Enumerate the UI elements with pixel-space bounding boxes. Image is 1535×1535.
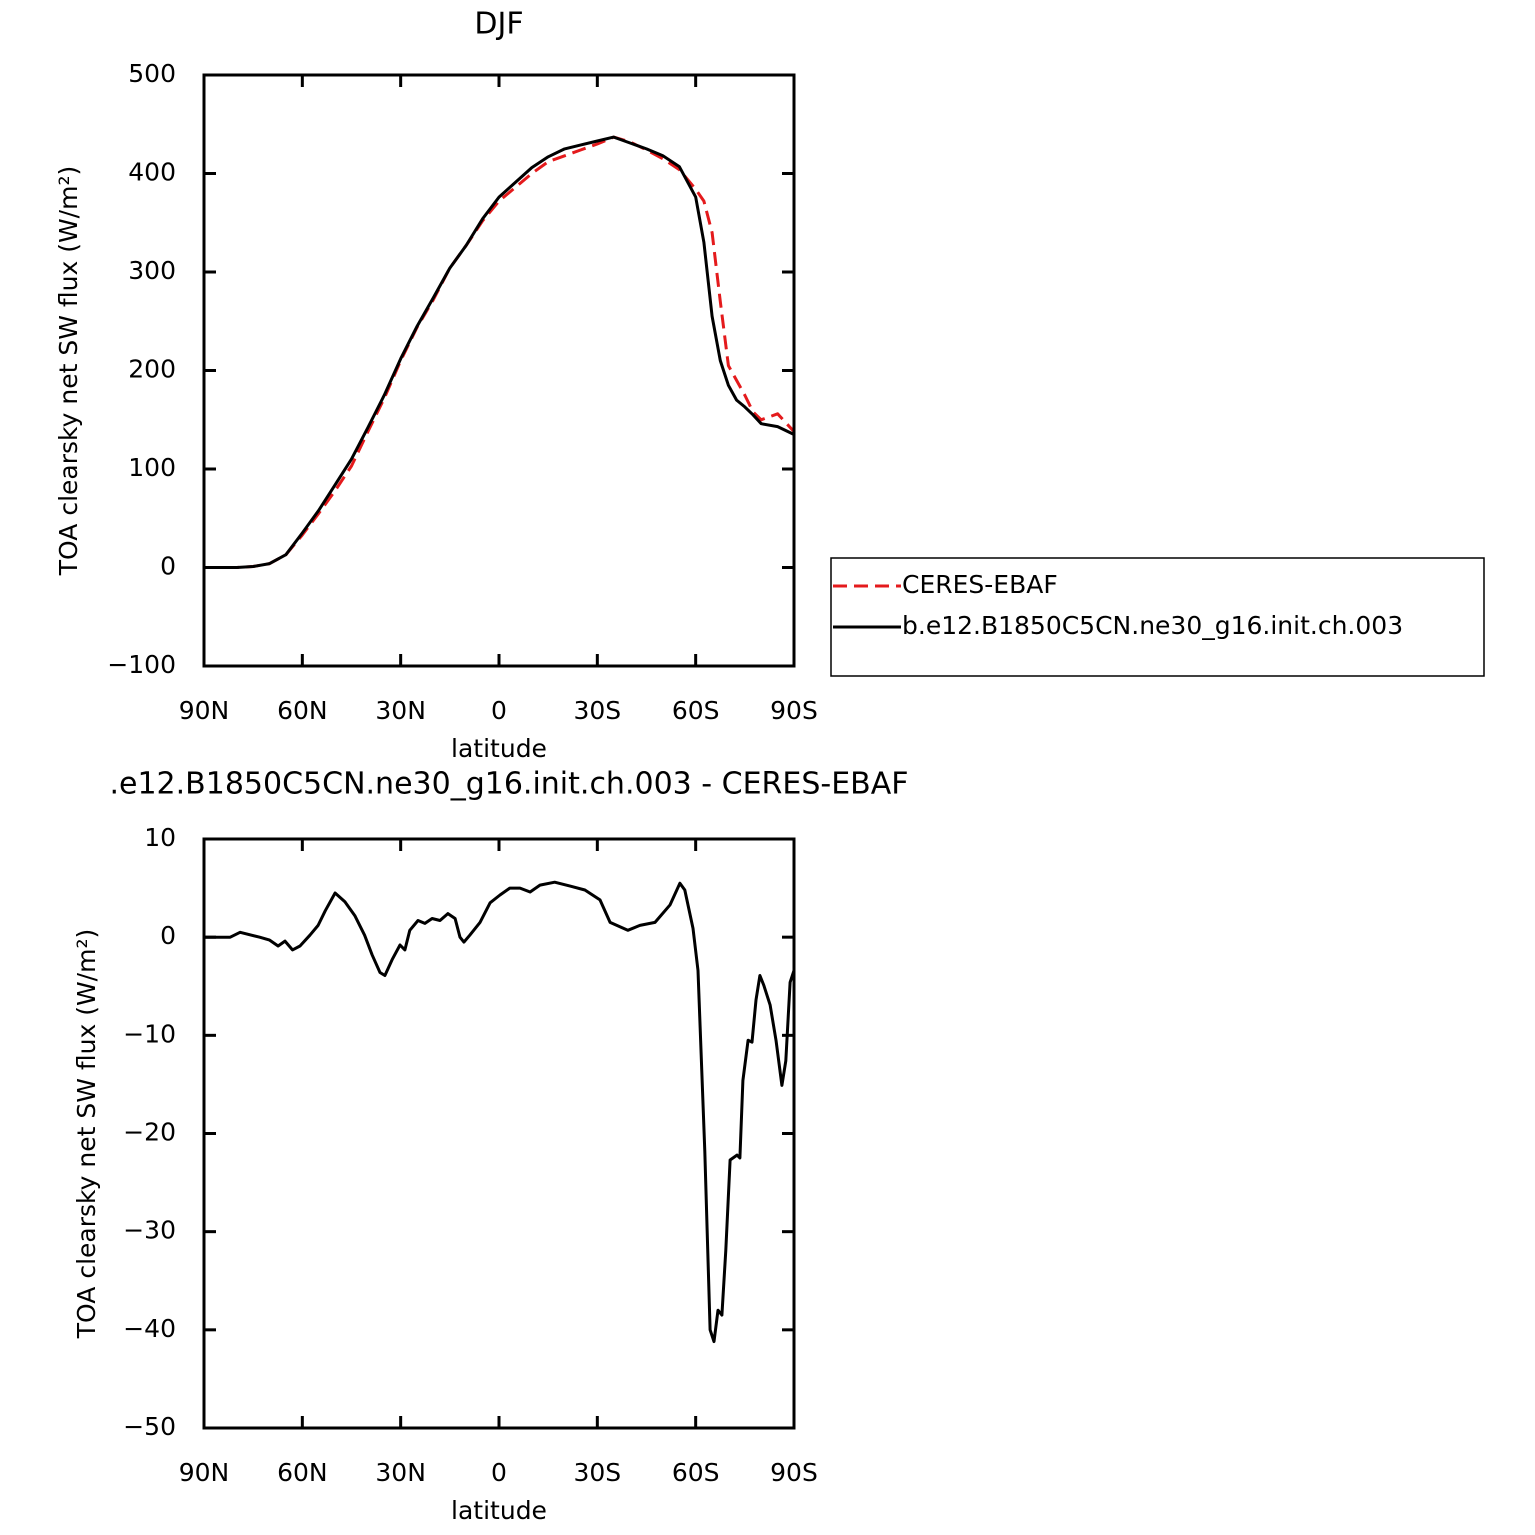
data-line: [204, 135, 795, 569]
legend-label: CERES-EBAF: [902, 570, 1058, 599]
x-tick-label: 60S: [672, 1458, 720, 1487]
y-tick-label: −20: [123, 1118, 176, 1147]
data-line: [204, 135, 796, 569]
y-tick-label: 200: [128, 355, 176, 384]
plot-frame: [202, 73, 796, 668]
x-tick-label: 90S: [770, 696, 818, 725]
x-tick-label: 30N: [375, 696, 426, 725]
y-tick-label: 500: [128, 59, 176, 88]
y-axis-label: TOA clearsky net SW flux (W/m²): [54, 166, 83, 576]
y-tick-label: 400: [128, 158, 176, 187]
chart-title: DJF: [474, 7, 523, 42]
x-tick-label: 30S: [573, 1458, 621, 1487]
y-tick-label: −50: [123, 1412, 176, 1441]
y-tick-label: −10: [123, 1019, 176, 1048]
y-tick-label: 300: [128, 256, 176, 285]
legend-box: [830, 557, 1485, 677]
x-tick-label: 0: [491, 1458, 507, 1487]
x-tick-label: 30N: [375, 1458, 426, 1487]
y-tick-label: 10: [144, 823, 176, 852]
x-axis-label: latitude: [451, 734, 547, 763]
chart-title: .e12.B1850C5CN.ne30_g16.init.ch.003 - CE…: [109, 767, 908, 802]
x-axis-label: latitude: [451, 1496, 547, 1525]
y-tick-label: 0: [160, 921, 176, 950]
x-tick-label: 30S: [573, 696, 621, 725]
y-axis-label: TOA clearsky net SW flux (W/m²): [72, 929, 101, 1339]
y-tick-label: 100: [128, 453, 176, 482]
x-tick-label: 60N: [277, 1458, 328, 1487]
legend-label: b.e12.B1850C5CN.ne30_g16.init.ch.003: [902, 611, 1403, 640]
data-line: [204, 880, 796, 1344]
x-tick-label: 90N: [179, 1458, 230, 1487]
y-tick-label: −30: [123, 1216, 176, 1245]
x-tick-label: 0: [491, 696, 507, 725]
y-tick-label: −40: [123, 1314, 176, 1343]
plot-frame: [202, 837, 796, 1430]
y-tick-label: 0: [160, 552, 176, 581]
x-tick-label: 60N: [277, 696, 328, 725]
y-tick-label: −100: [107, 650, 176, 679]
x-tick-label: 90N: [179, 696, 230, 725]
x-tick-label: 60S: [672, 696, 720, 725]
x-tick-label: 90S: [770, 1458, 818, 1487]
